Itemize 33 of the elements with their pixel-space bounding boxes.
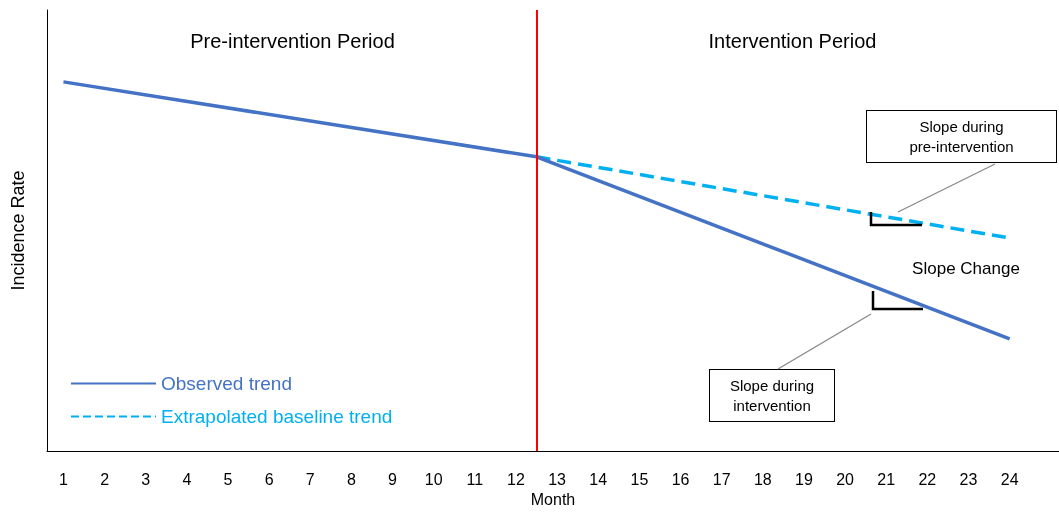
x-tick-label: 2 <box>100 470 110 488</box>
x-tick-label: 17 <box>712 470 731 488</box>
x-tick-label: 1 <box>59 470 68 488</box>
x-tick-label: 22 <box>918 470 937 488</box>
x-tick-label: 12 <box>507 470 525 488</box>
text: Intervention Period <box>707 29 878 54</box>
x-tick-label: 18 <box>753 470 772 488</box>
x-tick-label: 7 <box>305 470 315 488</box>
x-tick-label: 23 <box>959 470 978 488</box>
text: Pre-intervention Period <box>189 29 396 54</box>
x-tick-label: 16 <box>671 470 690 488</box>
x-tick-label: 19 <box>795 470 813 488</box>
x-tick-label: 5 <box>223 470 233 488</box>
y-axis-title: Incidence Rate <box>8 170 28 291</box>
x-tick-label: 21 <box>877 470 896 488</box>
x-tick-label: 20 <box>836 470 855 488</box>
legend-label: Observed trend <box>161 373 292 394</box>
x-tick-label: 13 <box>548 470 567 488</box>
x-tick-label: 10 <box>424 470 443 488</box>
callout-box: Slope during intervention <box>709 369 835 422</box>
x-tick-label: 6 <box>264 470 274 488</box>
x-axis-title: Month <box>530 491 576 509</box>
x-tick-label: 24 <box>1000 470 1019 488</box>
annotation: Slope Change <box>911 258 1021 280</box>
legend-label: Extrapolated baseline trend <box>161 406 393 427</box>
x-tick-label: 9 <box>388 470 398 488</box>
x-tick-label: 4 <box>182 470 192 488</box>
x-tick-label: 15 <box>630 470 649 488</box>
callout-box: Slope during pre-intervention <box>866 110 1057 163</box>
x-tick-label: 3 <box>141 470 151 488</box>
x-tick-label: 8 <box>346 470 356 488</box>
x-tick-label: 11 <box>466 470 484 488</box>
x-tick-label: 14 <box>589 470 608 488</box>
